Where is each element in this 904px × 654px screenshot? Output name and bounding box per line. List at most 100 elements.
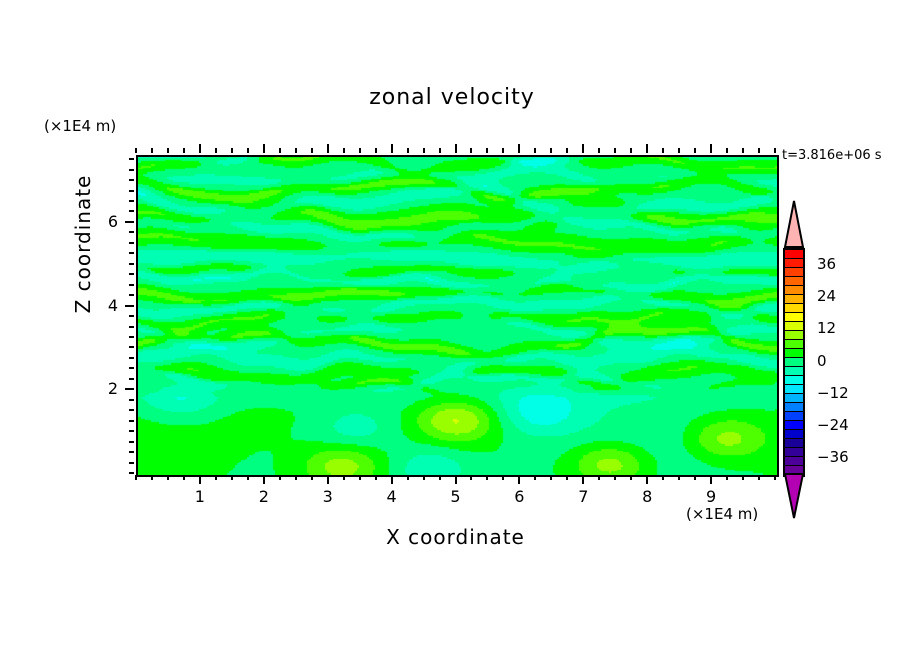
x-tick-top	[470, 148, 473, 153]
colorbar-under-arrow	[783, 473, 805, 519]
x-tick	[342, 475, 345, 480]
y-tick	[129, 283, 134, 286]
y-tick	[129, 262, 134, 265]
x-tick	[230, 475, 233, 480]
x-tick-label: 9	[706, 487, 717, 506]
x-tick-top	[262, 144, 265, 153]
colorbar-band	[785, 403, 803, 412]
x-tick-top	[198, 144, 201, 153]
time-annotation: t=3.816e+06 s	[782, 148, 882, 163]
x-tick	[694, 475, 697, 480]
x-tick-top	[518, 144, 521, 153]
x-tick-label: 8	[642, 487, 653, 506]
y-tick	[129, 315, 134, 318]
x-tick	[598, 475, 601, 480]
colorbar-tick-label: 12	[817, 319, 837, 338]
colorbar-band	[785, 466, 803, 475]
x-tick-top	[438, 148, 441, 153]
colorbar-band	[785, 349, 803, 358]
y-tick	[129, 367, 134, 370]
colorbar-band	[785, 268, 803, 277]
x-tick-top	[358, 148, 361, 153]
x-tick-top	[758, 148, 761, 153]
colorbar-band	[785, 421, 803, 430]
x-tick-top	[422, 148, 425, 153]
x-tick-top	[646, 144, 649, 153]
colorbar-tick-label: −12	[817, 383, 849, 402]
x-tick	[278, 475, 281, 480]
x-tick	[310, 475, 313, 480]
x-tick-top	[374, 148, 377, 153]
x-tick	[758, 475, 761, 480]
y-tick	[125, 304, 134, 307]
x-tick	[326, 475, 329, 484]
y-tick	[129, 158, 134, 161]
colorbar-band	[785, 358, 803, 367]
x-tick	[550, 475, 553, 480]
x-tick	[135, 475, 137, 480]
colorbar-tick-label: 0	[817, 351, 827, 370]
x-tick-top	[534, 148, 537, 153]
colorbar-band	[785, 367, 803, 376]
x-tick	[678, 475, 681, 480]
y-tick	[129, 252, 134, 255]
x-tick	[630, 475, 633, 480]
x-tick-label: 3	[322, 487, 333, 506]
x-tick-top	[502, 148, 505, 153]
x-tick-label: 1	[194, 487, 205, 506]
x-tick-top	[214, 148, 217, 153]
colorbar-band	[785, 394, 803, 403]
x-tick-top	[566, 148, 569, 153]
colorbar-band	[785, 286, 803, 295]
y-tick	[129, 210, 134, 213]
colorbar-band	[785, 331, 803, 340]
x-tick-top	[310, 148, 313, 153]
y-tick	[129, 336, 134, 338]
y-tick	[129, 419, 134, 422]
x-tick-top	[710, 144, 713, 153]
contour-field	[138, 157, 777, 475]
x-tick	[198, 475, 201, 484]
x-tick-label: 7	[578, 487, 589, 506]
x-tick-top	[662, 148, 665, 153]
colorbar-gradient	[783, 248, 805, 477]
x-tick	[246, 475, 249, 480]
x-tick	[662, 475, 665, 480]
x-tick-top	[742, 148, 745, 153]
colorbar-band	[785, 295, 803, 304]
x-tick-top	[278, 148, 281, 153]
colorbar-band	[785, 277, 803, 286]
colorbar-tick-label: −24	[817, 415, 849, 434]
x-tick-top	[135, 148, 137, 153]
colorbar-band	[785, 385, 803, 394]
x-tick	[406, 475, 409, 480]
x-tick-top	[294, 148, 297, 153]
x-tick-top	[342, 148, 345, 153]
x-tick	[518, 475, 521, 484]
y-tick	[129, 346, 134, 349]
x-tick	[214, 475, 217, 480]
y-tick	[129, 398, 134, 401]
y-tick	[129, 325, 134, 328]
y-tick	[129, 356, 134, 359]
colorbar-band	[785, 457, 803, 466]
x-tick-top	[182, 148, 185, 153]
x-tick-top	[150, 148, 153, 153]
y-tick	[129, 168, 134, 171]
x-tick	[294, 475, 297, 480]
x-tick	[710, 475, 713, 484]
x-tick-top	[726, 148, 729, 153]
y-tick	[129, 409, 134, 412]
y-tick	[129, 451, 134, 454]
y-tick	[129, 179, 134, 182]
colorbar-tick-label: 36	[817, 255, 837, 274]
x-tick	[374, 475, 377, 480]
x-tick-top	[630, 148, 633, 153]
y-tick	[129, 231, 134, 234]
x-tick-label: 5	[450, 487, 461, 506]
x-tick	[486, 475, 489, 480]
x-tick-top	[166, 148, 169, 153]
x-tick	[726, 475, 729, 480]
colorbar-band	[785, 412, 803, 421]
